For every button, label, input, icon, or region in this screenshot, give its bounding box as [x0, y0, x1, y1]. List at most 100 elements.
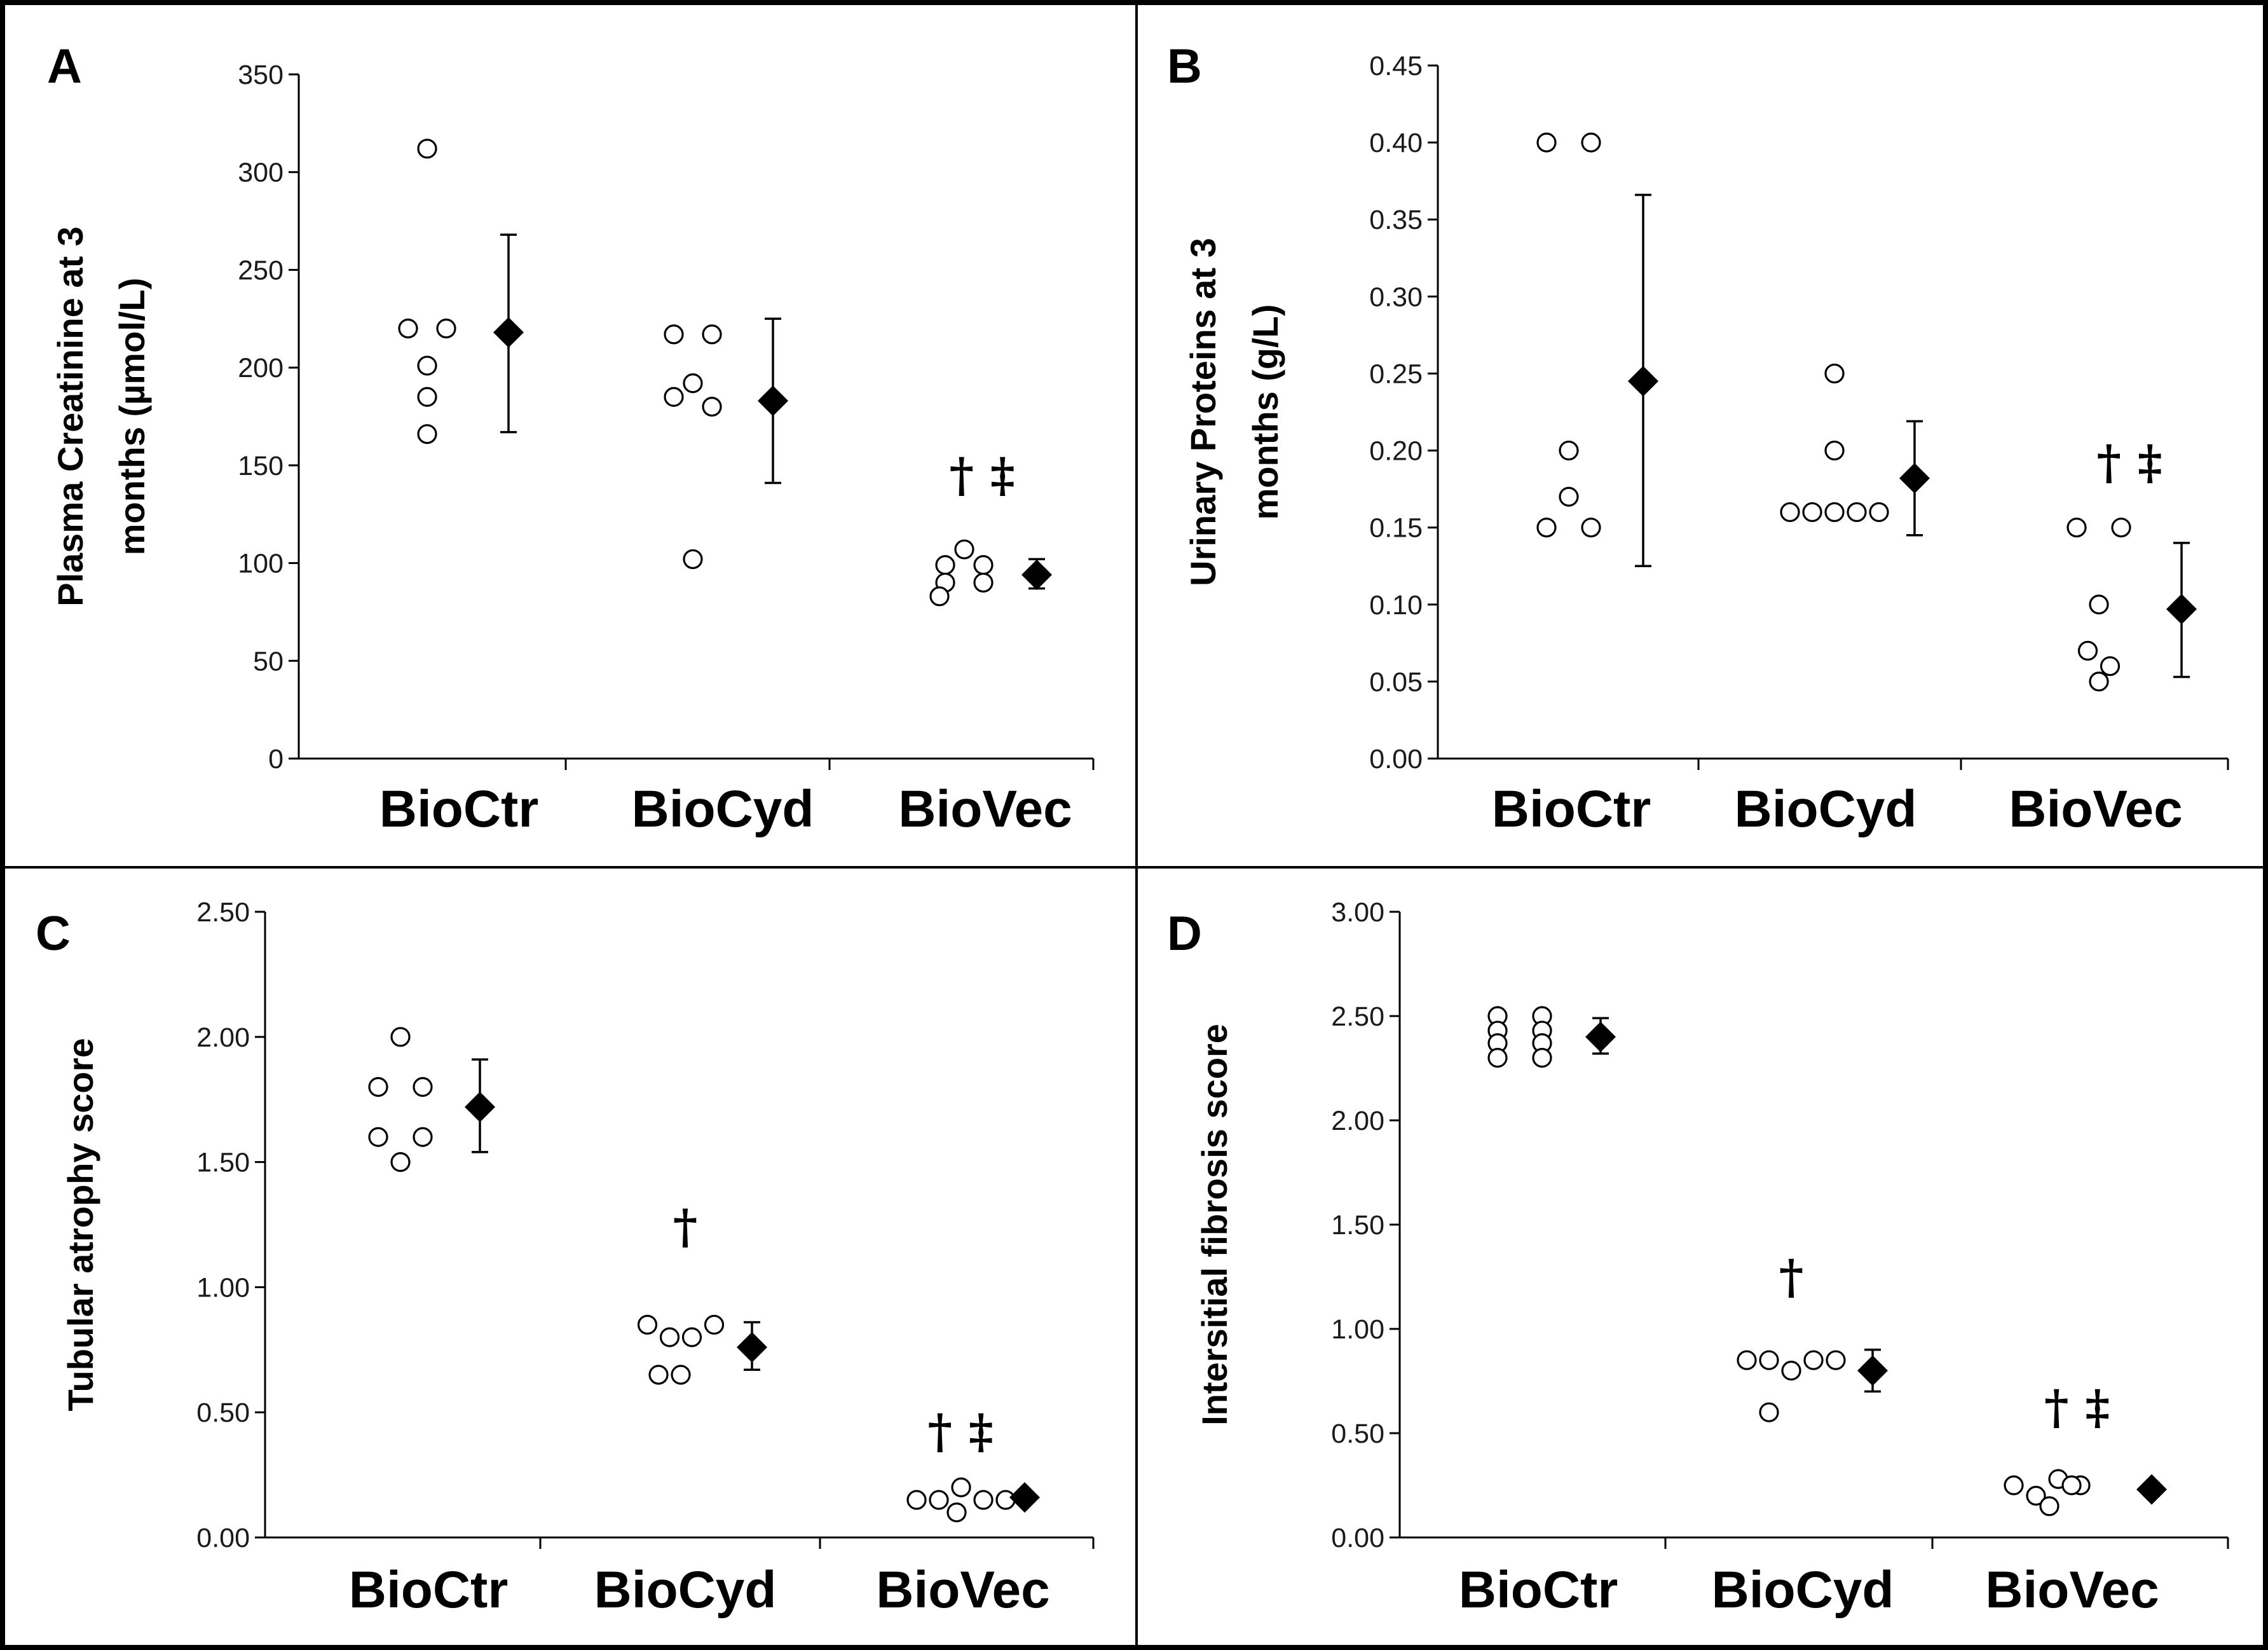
data-point [683, 549, 703, 570]
y-axis-title: Tubular atrophy score [60, 1038, 100, 1411]
data-point [1559, 440, 1579, 461]
y-tick-label: 2.00 [1331, 1106, 1384, 1136]
y-tick-label: 0.20 [1369, 436, 1423, 467]
data-point [2089, 671, 2109, 692]
data-point [1759, 1350, 1779, 1370]
y-tick-label: 0.00 [196, 1523, 250, 1553]
data-point [1826, 1350, 1846, 1370]
significance-marker: † [1779, 1250, 1804, 1305]
data-point [1869, 502, 1889, 523]
data-point [417, 387, 437, 407]
y-tick-label: 350 [238, 60, 284, 90]
y-tick-label: 0.30 [1369, 282, 1423, 312]
y-axis-title: Urinary Proteins at 3 [1183, 238, 1223, 586]
x-tick-label: BioCyd [1735, 780, 1917, 838]
panel-label: C [36, 907, 71, 961]
data-point [1559, 486, 1579, 507]
data-point [1780, 502, 1800, 523]
mean-marker [1628, 366, 1658, 397]
significance-marker: † [673, 1200, 698, 1255]
data-point [1536, 132, 1557, 153]
y-tick-label: 50 [253, 646, 284, 677]
x-tick-label: BioCtr [1492, 780, 1651, 838]
y-tick-label: 2.00 [196, 1022, 250, 1053]
panel-d: D 0.00 0.50 1.00 1.50 2.00 2.50 3.00 BioCtr BioCy… [1167, 897, 2229, 1619]
y-tick-label: 150 [238, 451, 284, 481]
y-tick-label: 0.50 [196, 1398, 250, 1428]
x-tick-label: BioCtr [349, 1561, 509, 1619]
significance-marker: † ‡ [949, 448, 1014, 503]
data-point [906, 1490, 927, 1510]
data-point [1581, 518, 1601, 538]
y-tick-label: 1.50 [1331, 1210, 1384, 1241]
data-point [683, 373, 703, 394]
mean-marker [1585, 1021, 1616, 1052]
panel-label: D [1167, 907, 1202, 961]
data-point [929, 586, 950, 607]
mean-marker [465, 1092, 495, 1123]
panel-a: A 0 50 100 150 200 250 300 350 BioCtr BioCyd BioVec… [47, 39, 1095, 838]
panel-label: B [1167, 39, 1202, 93]
y-tick-label: 250 [238, 255, 284, 285]
mean-marker [1009, 1482, 1040, 1513]
data-point [1847, 502, 1867, 523]
data-point [413, 1127, 433, 1147]
x-tick-label: BioCtr [379, 780, 539, 838]
data-point [1802, 502, 1822, 523]
data-point [1824, 363, 1845, 384]
data-point [1824, 440, 1845, 461]
data-point [681, 1327, 702, 1347]
mean-marker [1899, 463, 1930, 494]
data-point [973, 555, 994, 575]
data-point [1803, 1350, 1824, 1370]
x-tick-label: BioVec [876, 1561, 1049, 1619]
significance-marker: † ‡ [927, 1405, 993, 1459]
y-axis-title: months (µmol/L) [112, 278, 152, 556]
data-point [2077, 640, 2098, 661]
data-point [1536, 518, 1557, 538]
y-tick-label: 0.40 [1369, 128, 1423, 158]
panel-label: A [47, 39, 82, 93]
y-tick-label: 0.25 [1369, 359, 1423, 389]
data-point [1824, 502, 1845, 523]
data-point [413, 1076, 433, 1097]
y-tick-label: 0.50 [1331, 1419, 1384, 1449]
data-point [664, 387, 684, 407]
y-tick-label: 0 [268, 744, 284, 774]
data-point [2066, 518, 2087, 538]
data-point [368, 1076, 388, 1097]
data-point [1737, 1350, 1757, 1370]
y-tick-label: 1.00 [196, 1272, 250, 1303]
data-point [2039, 1496, 2060, 1516]
panel-b: B 0.00 0.05 0.10 0.15 0.20 0.25 0.30 0.35 0.40 0.4… [1167, 39, 2229, 838]
panel-c: C 0.00 0.50 1.00 1.50 2.00 2.50 BioCtr BioCyd Bio… [36, 897, 1095, 1619]
mean-marker [1857, 1355, 1888, 1386]
x-tick-label: BioCtr [1459, 1561, 1618, 1619]
y-axis-title: months (g/L) [1245, 304, 1285, 519]
mean-marker [1021, 560, 1052, 591]
data-point [973, 1490, 994, 1510]
y-tick-label: 0.10 [1369, 590, 1423, 621]
mean-marker [2166, 594, 2197, 625]
y-tick-label: 100 [238, 549, 284, 579]
y-tick-label: 0.15 [1369, 513, 1423, 544]
y-tick-label: 0.00 [1369, 744, 1423, 774]
y-tick-label: 3.00 [1331, 897, 1384, 928]
data-point [2089, 595, 2109, 615]
data-point [704, 1314, 725, 1335]
data-point [390, 1152, 411, 1172]
data-point [398, 319, 418, 339]
y-tick-label: 0.00 [1331, 1523, 1384, 1553]
y-tick-label: 300 [238, 158, 284, 188]
data-point [946, 1502, 967, 1523]
x-tick-label: BioVec [898, 780, 1072, 838]
data-point [417, 424, 437, 444]
x-tick-label: BioCyd [594, 1561, 777, 1619]
y-tick-label: 0.05 [1369, 667, 1423, 698]
x-tick-label: BioCyd [632, 780, 814, 838]
data-point [951, 1477, 971, 1497]
y-tick-label: 2.50 [196, 897, 250, 928]
mean-marker [2136, 1474, 2167, 1505]
y-tick-label: 200 [238, 353, 284, 383]
